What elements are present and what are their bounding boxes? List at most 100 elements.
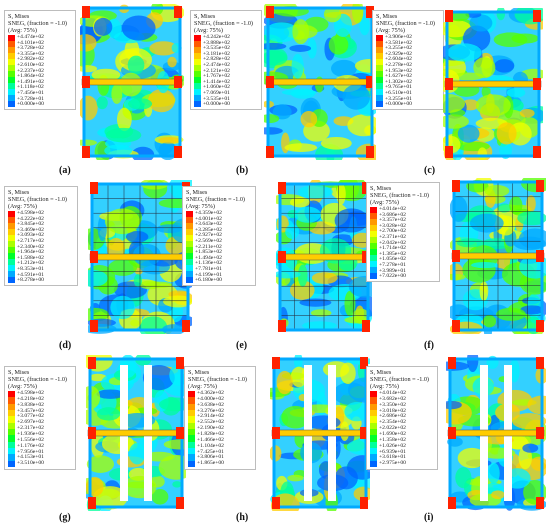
- legend-swatch: [188, 397, 195, 404]
- legend-swatch: [370, 409, 377, 417]
- legend-value: +3.018e+02: [379, 407, 406, 414]
- legend-swatch: [194, 83, 201, 89]
- legend-value: +4.598e+02: [17, 390, 44, 396]
- contour-plot-e: [276, 180, 372, 334]
- stress-blob: [294, 206, 321, 223]
- legend-swatch: [370, 213, 377, 219]
- legend-title-line: (Avg: 75%): [8, 203, 37, 210]
- stress-blob: [509, 359, 520, 383]
- stress-blob: [285, 224, 300, 239]
- stress-blob: [291, 53, 304, 79]
- mid-beam: [265, 78, 375, 86]
- legend-swatch: [8, 217, 15, 223]
- legend-swatch: [194, 95, 201, 101]
- legend-swatch: [186, 271, 193, 277]
- legend-title-line: (Avg: 75%): [376, 27, 405, 34]
- corner-stress-hotspot: [445, 78, 453, 90]
- contour-plot-b: [264, 4, 376, 160]
- legend-swatch: [370, 273, 377, 279]
- corner-stress-hotspot: [176, 497, 184, 509]
- legend-swatch: [376, 89, 383, 95]
- legend-value: +1.588e+02: [17, 254, 44, 261]
- stress-blob: [281, 89, 317, 96]
- stress-blob: [307, 38, 317, 59]
- mid-beam: [277, 253, 371, 261]
- legend-swatch: [8, 41, 15, 47]
- stress-blob: [479, 281, 489, 301]
- legend-swatch: [8, 454, 15, 461]
- legend-title-line: SNEG, (fraction = -1.0): [194, 20, 253, 27]
- legend-value: +2.604e+02: [385, 56, 412, 63]
- legend-swatch: [188, 403, 195, 410]
- legend-value: +3.255e+02: [385, 45, 412, 52]
- corner-stress-hotspot: [88, 357, 96, 369]
- corner-stress-hotspot: [266, 6, 274, 18]
- stress-blob: [284, 143, 318, 153]
- stress-blob: [172, 481, 182, 488]
- stress-blob: [513, 236, 546, 251]
- legend-value: +3.638e+02: [197, 401, 224, 408]
- legend-swatch: [8, 271, 15, 277]
- stress-blob: [497, 203, 512, 213]
- stress-blob: [336, 183, 346, 205]
- stress-blob: [447, 43, 482, 62]
- legend-swatch: [188, 409, 195, 417]
- stress-blob: [86, 455, 114, 473]
- legend-value: +1.358e+02: [379, 436, 406, 443]
- contour-plot-c: [443, 8, 543, 160]
- legend-value: +1.494e+02: [195, 254, 222, 261]
- corner-stress-hotspot: [176, 427, 184, 439]
- legend-swatch: [8, 77, 15, 83]
- mid-beam: [444, 80, 542, 88]
- legend-value: +1.690e+02: [379, 431, 406, 438]
- legend-swatch: [370, 403, 377, 410]
- legend-value: +1.964e+02: [17, 249, 44, 256]
- legend-swatch: [370, 435, 377, 442]
- legend-value: +3.906e+02: [385, 34, 412, 40]
- stress-blob: [526, 195, 536, 213]
- legend-swatch: [188, 428, 195, 436]
- legend-swatch: [188, 441, 195, 448]
- stress-blob: [121, 15, 156, 41]
- legend-swatch: [370, 243, 377, 249]
- legend-value: +2.929e+02: [385, 50, 412, 57]
- stress-blob: [163, 439, 186, 450]
- legend-swatch: [186, 241, 193, 247]
- corner-stress-hotspot: [278, 251, 286, 263]
- legend-value: +7.425e+01: [197, 448, 224, 455]
- legend-title-line: (Avg: 75%): [188, 383, 217, 390]
- legend-value: +2.717e+02: [17, 237, 44, 244]
- legend-title-line: (Avg: 75%): [8, 383, 37, 390]
- stress-blob: [456, 238, 485, 248]
- legend-b: S, Mises SNEG, (fraction = -1.0) (Avg: 75%…: [190, 10, 262, 110]
- stress-blob: [330, 59, 357, 78]
- legend-swatch: [370, 255, 377, 261]
- contour-plot-f: [450, 178, 546, 334]
- legend-value: +3.469e+02: [17, 226, 44, 233]
- stress-blob: [311, 272, 338, 284]
- legend-value: +3.093e+02: [17, 232, 44, 239]
- legend-value: +4.101e+02: [17, 39, 44, 46]
- mid-beam: [81, 78, 183, 86]
- legend-value: +4.000e+02: [197, 395, 224, 402]
- stress-contour-svg: [80, 4, 184, 160]
- legend-swatch: [376, 53, 383, 59]
- stress-blob: [471, 261, 499, 269]
- stress-blob: [496, 307, 526, 321]
- stress-contour-svg: [446, 355, 546, 511]
- stress-contour-svg: [264, 4, 376, 160]
- corner-stress-hotspot: [533, 78, 541, 90]
- legend-title-line: S, Mises: [194, 13, 216, 20]
- legend-value: +2.371e+02: [379, 233, 406, 240]
- legend-colorbar: [370, 207, 377, 279]
- legend-value: +4.359e+02: [195, 210, 222, 216]
- legend-swatch: [376, 83, 383, 89]
- stress-blob: [145, 281, 173, 289]
- stress-blob: [462, 257, 496, 283]
- legend-value: +1.176e+02: [17, 442, 44, 449]
- legend-swatch: [8, 89, 15, 95]
- legend-value: +4.218e+02: [17, 395, 44, 402]
- stress-blob: [272, 104, 292, 120]
- corner-stress-hotspot: [448, 427, 456, 439]
- corner-stress-hotspot: [536, 427, 544, 439]
